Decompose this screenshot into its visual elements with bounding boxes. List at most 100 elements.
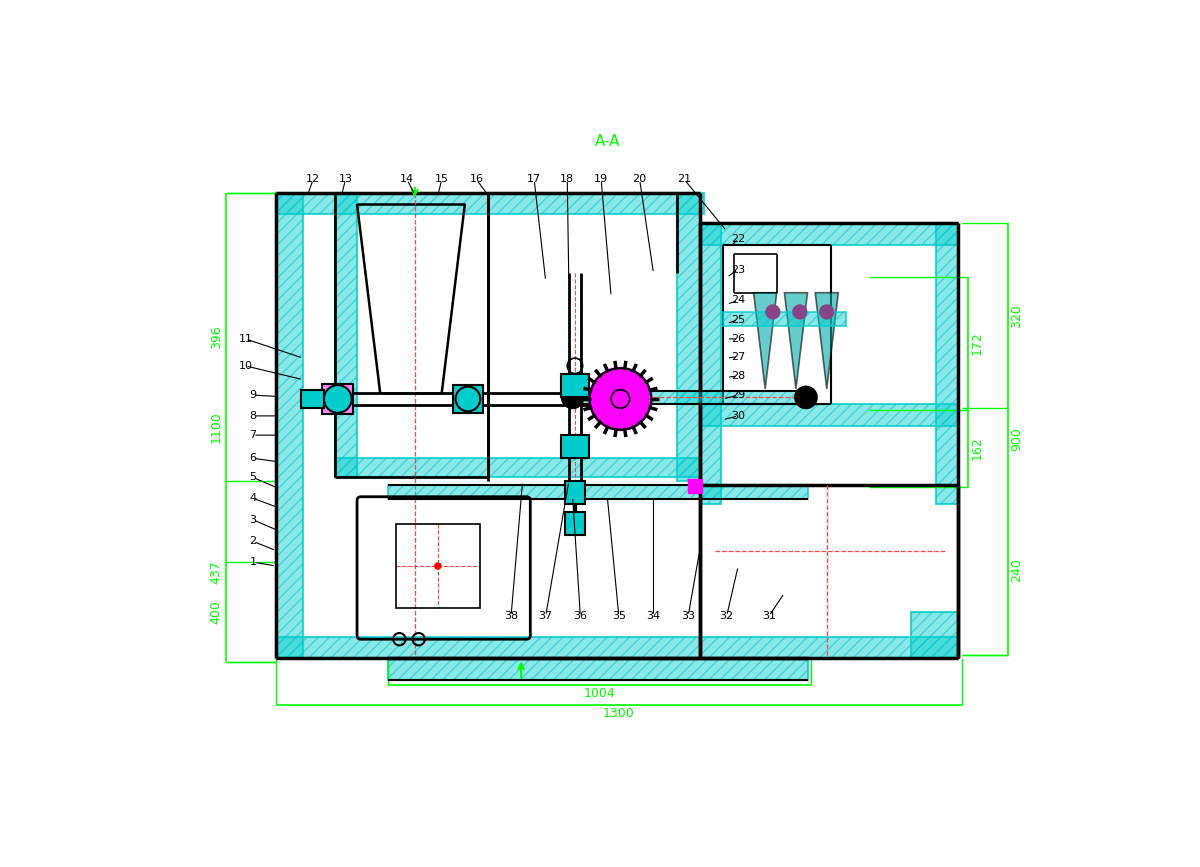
- Bar: [912, 612, 958, 658]
- Text: 26: 26: [731, 334, 745, 344]
- Text: 18: 18: [560, 174, 575, 185]
- Bar: [276, 637, 700, 658]
- Bar: [688, 479, 702, 493]
- Bar: [323, 383, 353, 414]
- Text: 22: 22: [731, 234, 745, 244]
- Bar: [700, 637, 958, 658]
- Polygon shape: [785, 293, 808, 389]
- Bar: [936, 224, 958, 505]
- Bar: [700, 224, 958, 245]
- Text: 11: 11: [239, 334, 252, 344]
- Bar: [562, 374, 589, 396]
- Circle shape: [589, 368, 652, 430]
- Text: 17: 17: [527, 174, 541, 185]
- Text: 32: 32: [720, 611, 733, 621]
- Text: 4: 4: [250, 493, 257, 503]
- Bar: [569, 391, 811, 404]
- Text: 31: 31: [762, 611, 776, 621]
- Text: 10: 10: [239, 361, 252, 371]
- Bar: [722, 312, 846, 326]
- Bar: [488, 459, 700, 478]
- Text: 24: 24: [731, 296, 745, 305]
- Text: 14: 14: [400, 174, 414, 185]
- Text: 35: 35: [612, 611, 626, 621]
- Text: 16: 16: [469, 174, 484, 185]
- Bar: [700, 224, 721, 505]
- Bar: [276, 192, 304, 658]
- Text: 172: 172: [971, 332, 984, 355]
- Bar: [936, 224, 958, 505]
- Text: 30: 30: [731, 411, 745, 420]
- Text: 21: 21: [677, 174, 691, 185]
- Text: 5: 5: [250, 473, 257, 483]
- Bar: [388, 658, 808, 680]
- Bar: [336, 459, 490, 478]
- Bar: [276, 637, 700, 658]
- Text: 28: 28: [731, 371, 745, 381]
- Text: 1300: 1300: [602, 707, 635, 720]
- Bar: [301, 389, 324, 408]
- Circle shape: [562, 387, 583, 408]
- Text: 29: 29: [731, 390, 745, 400]
- Text: 900: 900: [1010, 427, 1024, 451]
- Bar: [388, 486, 808, 499]
- Text: 1004: 1004: [583, 688, 616, 701]
- Bar: [677, 192, 700, 481]
- Text: 15: 15: [434, 174, 449, 185]
- Circle shape: [793, 305, 806, 319]
- Bar: [569, 391, 811, 404]
- Text: 7: 7: [250, 430, 257, 440]
- Polygon shape: [815, 293, 839, 389]
- Bar: [700, 224, 958, 245]
- Bar: [396, 524, 480, 609]
- Text: 9: 9: [250, 390, 257, 400]
- Bar: [700, 404, 958, 426]
- Text: 19: 19: [594, 174, 608, 185]
- Bar: [488, 459, 700, 478]
- Text: 396: 396: [210, 325, 223, 349]
- Bar: [722, 312, 846, 326]
- Bar: [336, 192, 358, 478]
- Bar: [388, 486, 808, 499]
- Text: 23: 23: [731, 264, 745, 275]
- Circle shape: [766, 305, 780, 319]
- Text: 13: 13: [338, 174, 353, 185]
- Circle shape: [796, 387, 817, 408]
- Text: 240: 240: [1010, 558, 1024, 582]
- Text: 36: 36: [574, 611, 587, 621]
- Polygon shape: [754, 293, 776, 389]
- Bar: [700, 637, 958, 658]
- Text: 162: 162: [971, 436, 984, 460]
- Bar: [700, 404, 958, 426]
- Text: 1: 1: [250, 557, 257, 567]
- Bar: [700, 224, 721, 505]
- Text: 320: 320: [1010, 304, 1024, 328]
- Text: 6: 6: [250, 453, 257, 463]
- Bar: [677, 192, 700, 481]
- Circle shape: [434, 563, 440, 569]
- Text: 33: 33: [682, 611, 695, 621]
- Bar: [912, 612, 958, 658]
- Circle shape: [324, 385, 352, 413]
- Text: 12: 12: [306, 174, 320, 185]
- Bar: [276, 192, 703, 214]
- Bar: [276, 192, 304, 658]
- Bar: [336, 459, 490, 478]
- Circle shape: [820, 305, 834, 319]
- Bar: [565, 512, 584, 535]
- Text: A-A: A-A: [594, 134, 620, 148]
- Bar: [276, 192, 703, 214]
- Bar: [388, 658, 808, 680]
- Text: 34: 34: [647, 611, 660, 621]
- Text: 37: 37: [539, 611, 553, 621]
- Text: 27: 27: [731, 352, 745, 362]
- Bar: [565, 481, 584, 505]
- Bar: [336, 192, 358, 478]
- Text: 1100: 1100: [210, 412, 223, 443]
- Bar: [454, 385, 482, 413]
- Text: 25: 25: [731, 315, 745, 324]
- Text: 8: 8: [250, 411, 257, 420]
- Text: 437: 437: [210, 560, 223, 584]
- Text: 3: 3: [250, 515, 257, 525]
- Circle shape: [456, 387, 480, 411]
